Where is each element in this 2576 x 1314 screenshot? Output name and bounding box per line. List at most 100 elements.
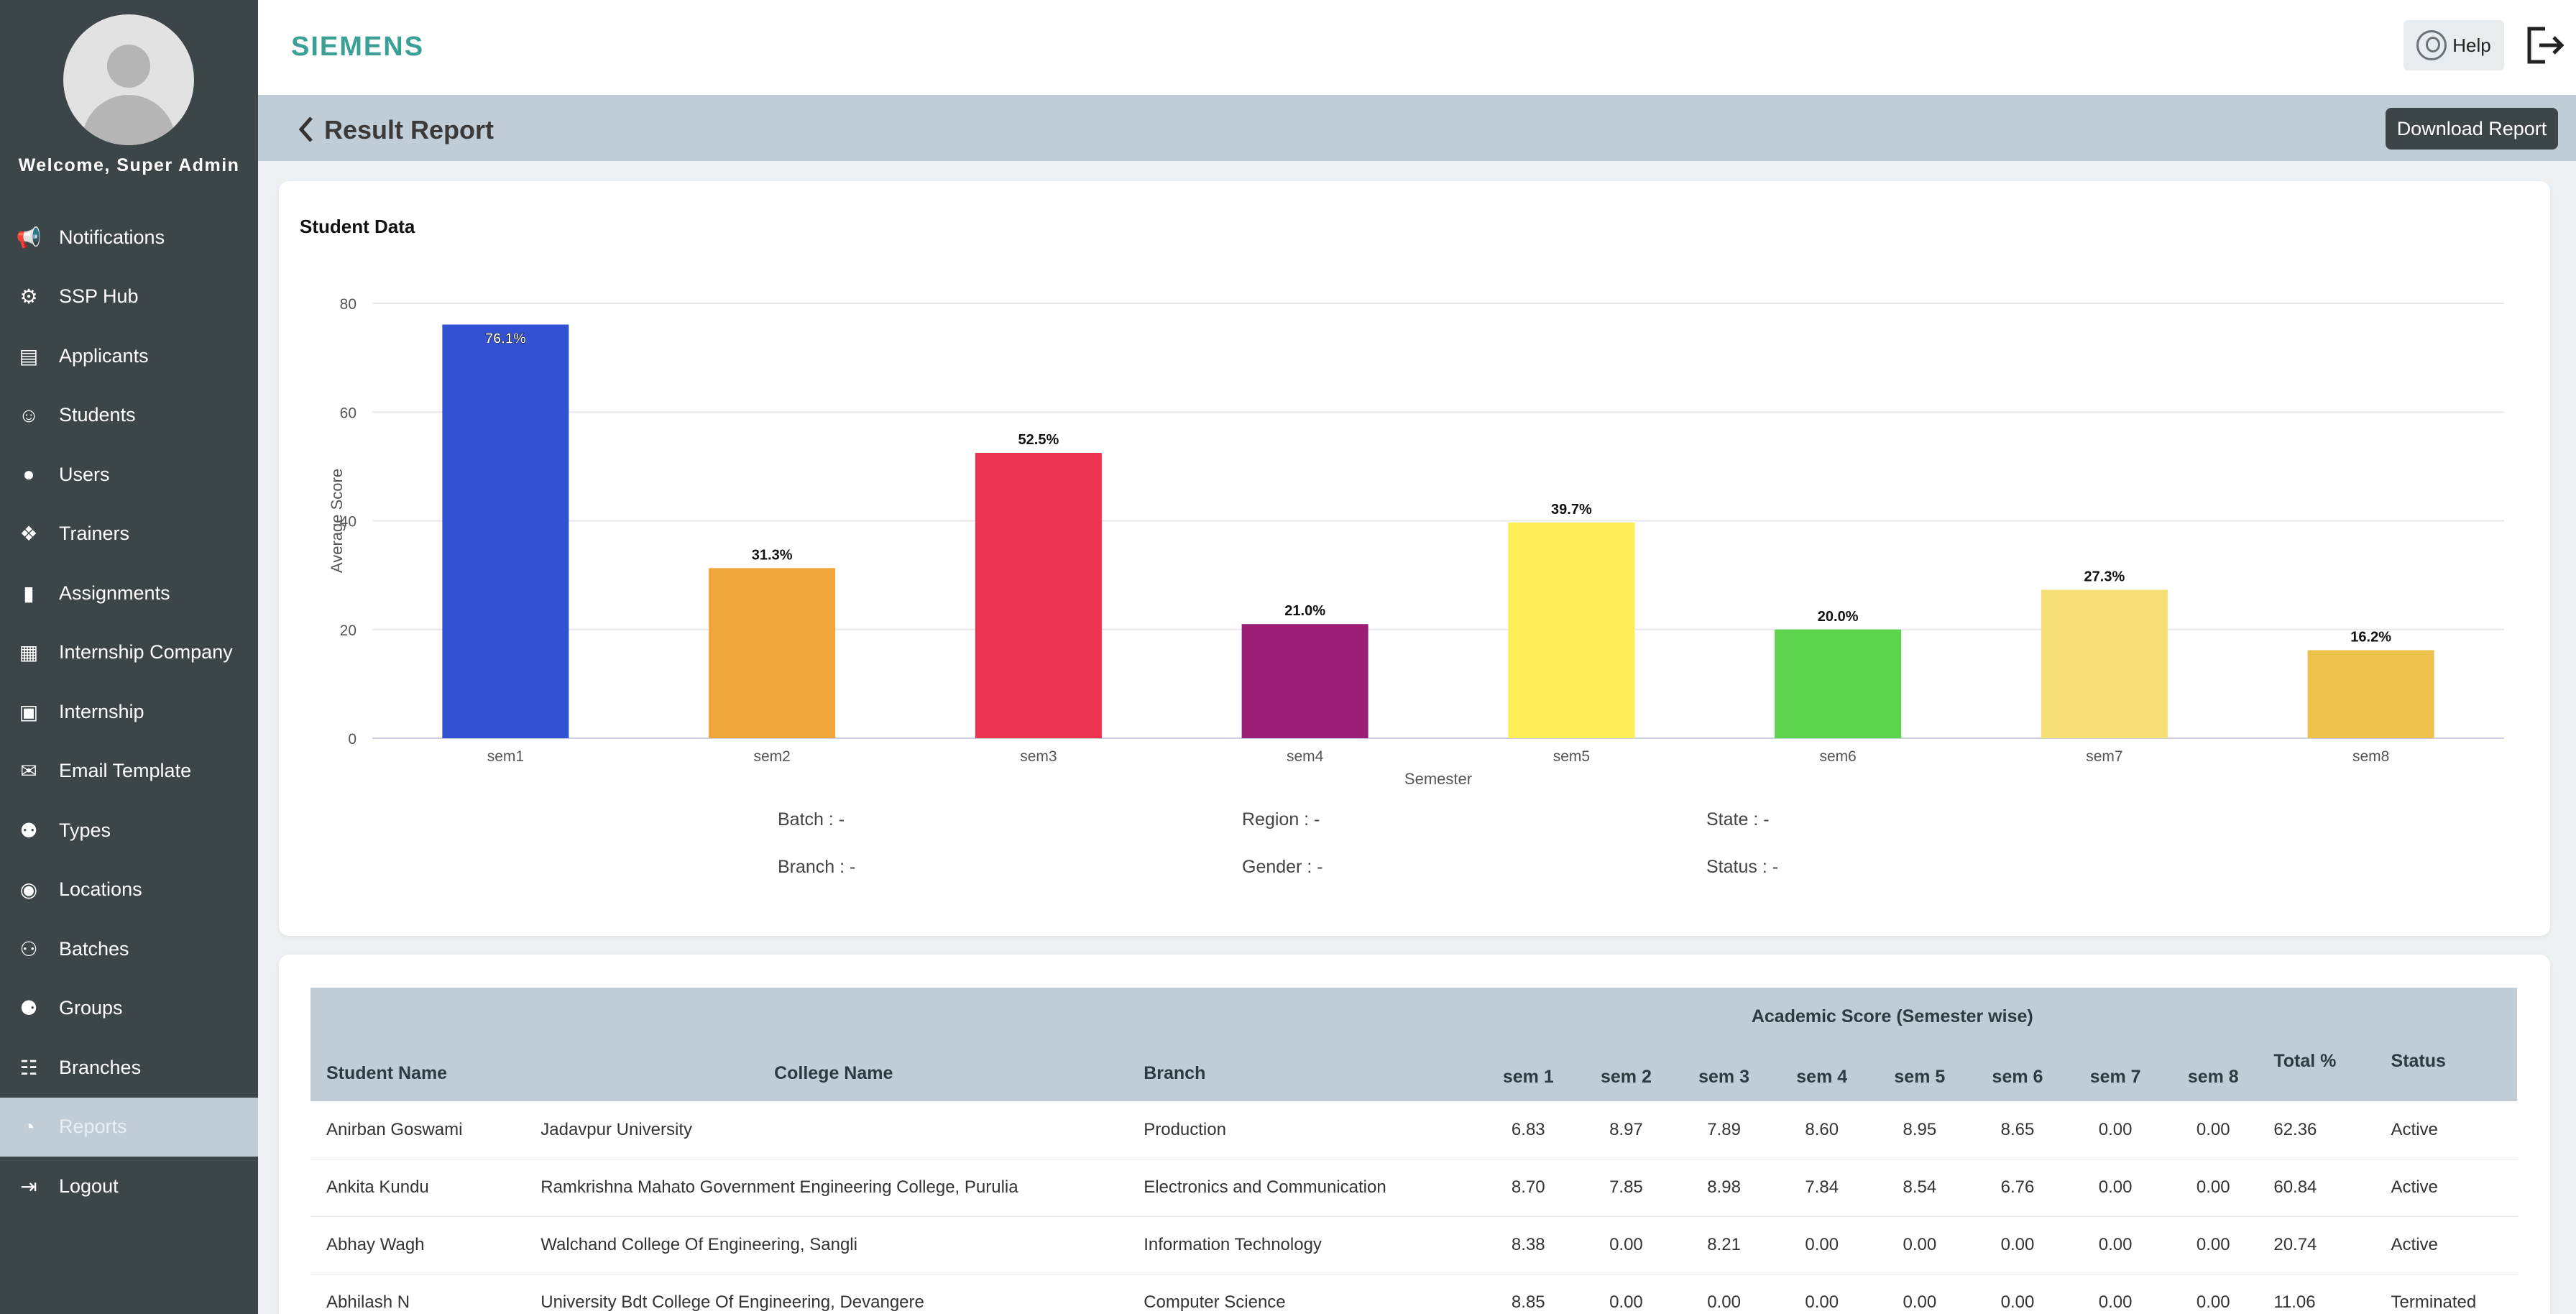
cell-student-name: Anirban Goswami bbox=[310, 1101, 524, 1159]
cell-sem-score: 0.00 bbox=[2164, 1159, 2263, 1217]
cell-sem-score: 7.85 bbox=[1577, 1159, 1675, 1217]
table-row[interactable]: Anirban Goswami Jadavpur University Produc… bbox=[310, 1101, 2517, 1159]
filter-region: Region : - bbox=[1242, 809, 1320, 830]
table-row[interactable]: Ankita Kundu Ramkrishna Mahato Government… bbox=[310, 1159, 2517, 1217]
sidebar-item-types[interactable]: ⚉ Types bbox=[0, 801, 258, 860]
sidebar: Welcome, Super Admin 📢 Notifications ⚙ SSP … bbox=[0, 0, 258, 1314]
sidebar-item-logout[interactable]: ⇥ Logout bbox=[0, 1157, 258, 1216]
sidebar-item-label: Types bbox=[59, 819, 111, 841]
col-header-sem[interactable]: sem 4 bbox=[1772, 1045, 1871, 1101]
bar-sem3 bbox=[975, 452, 1102, 738]
logout-icon[interactable] bbox=[2524, 24, 2565, 66]
col-header-college-name[interactable]: College Name bbox=[523, 1045, 1144, 1101]
y-axis-label: Average Score bbox=[328, 469, 346, 573]
sidebar-item-label: Locations bbox=[59, 878, 142, 901]
col-header-sem[interactable]: sem 8 bbox=[2164, 1045, 2263, 1101]
bar-sem8 bbox=[2307, 650, 2434, 738]
help-button[interactable]: Help bbox=[2404, 20, 2504, 70]
filter-gender: Gender : - bbox=[1242, 857, 1323, 877]
group-header: Academic Score (Semester wise) bbox=[1479, 988, 2263, 1045]
y-tick-label: 0 bbox=[348, 731, 356, 748]
cell-branch: Computer Science bbox=[1144, 1274, 1480, 1314]
table-card: Academic Score (Semester wise) Student N… bbox=[279, 955, 2550, 1314]
col-header-sem[interactable]: sem 2 bbox=[1577, 1045, 1675, 1101]
cell-sem-score: 6.76 bbox=[1968, 1159, 2067, 1217]
y-tick-label: 40 bbox=[340, 514, 356, 530]
sidebar-item-trainers[interactable]: ❖ Trainers bbox=[0, 505, 258, 564]
data-label: 21.0% bbox=[1284, 603, 1325, 619]
sidebar-item-groups[interactable]: ⚈ Groups bbox=[0, 979, 258, 1039]
cell-sem-score: 0.00 bbox=[1870, 1216, 1969, 1274]
sidebar-item-applicants[interactable]: ▤ Applicants bbox=[0, 326, 258, 386]
bar-sem6 bbox=[1775, 629, 1902, 738]
cell-total: 11.06 bbox=[2262, 1274, 2375, 1314]
sidebar-item-notifications[interactable]: 📢 Notifications bbox=[0, 208, 258, 267]
cell-branch: Electronics and Communication bbox=[1144, 1159, 1480, 1217]
download-report-button[interactable]: Download Report bbox=[2386, 108, 2558, 150]
col-header-sem[interactable]: sem 6 bbox=[1968, 1045, 2067, 1101]
col-header-status[interactable]: Status bbox=[2375, 1045, 2517, 1101]
x-tick-label: sem1 bbox=[487, 748, 524, 765]
col-header-sem[interactable]: sem 1 bbox=[1479, 1045, 1578, 1101]
sidebar-item-label: Assignments bbox=[59, 582, 170, 604]
table-row[interactable]: Abhilash N University Bdt College Of Engi… bbox=[310, 1274, 2517, 1314]
x-axis-label: Semester bbox=[1404, 770, 1472, 788]
sidebar-item-reports[interactable]: ◔ Reports bbox=[0, 1097, 258, 1157]
col-header-sem[interactable]: sem 5 bbox=[1870, 1045, 1969, 1101]
sidebar-item-students[interactable]: ☺ Students bbox=[0, 386, 258, 446]
data-label: 20.0% bbox=[1818, 609, 1859, 625]
cell-status: Active bbox=[2375, 1159, 2517, 1217]
sidebar-nav: 📢 Notifications ⚙ SSP Hub ▤ Applicants ☺ Studen… bbox=[0, 208, 258, 1216]
bar-sem4 bbox=[1241, 624, 1368, 738]
x-tick-label: sem8 bbox=[2352, 748, 2389, 765]
data-label: 39.7% bbox=[1551, 502, 1592, 518]
cell-sem-score: 0.00 bbox=[1577, 1216, 1675, 1274]
cell-college-name: Walchand College Of Engineering, Sangli bbox=[523, 1216, 1144, 1274]
col-header-sem[interactable]: sem 3 bbox=[1675, 1045, 1773, 1101]
top-bar: SIEMENS Help bbox=[258, 0, 2576, 95]
back-arrow-icon[interactable] bbox=[295, 114, 317, 145]
sidebar-item-internship[interactable]: ▣ Internship bbox=[0, 682, 258, 742]
col-header-sem[interactable]: sem 7 bbox=[2066, 1045, 2165, 1101]
x-tick-label: sem3 bbox=[1020, 748, 1057, 765]
hub-icon: ⚙ bbox=[19, 285, 38, 308]
sidebar-item-users[interactable]: ● Users bbox=[0, 445, 258, 505]
data-label: 76.1% bbox=[485, 331, 526, 346]
results-table: Academic Score (Semester wise) Student N… bbox=[310, 988, 2517, 1314]
sidebar-item-ssp-hub[interactable]: ⚙ SSP Hub bbox=[0, 267, 258, 327]
title-bar: Result Report Download Report bbox=[258, 95, 2576, 161]
avatar bbox=[63, 14, 194, 145]
cell-total: 20.74 bbox=[2262, 1216, 2375, 1274]
sidebar-item-internship-company[interactable]: ▦ Internship Company bbox=[0, 623, 258, 683]
cell-sem-score: 0.00 bbox=[1675, 1274, 1773, 1314]
cell-branch: Information Technology bbox=[1144, 1216, 1480, 1274]
sidebar-item-label: Logout bbox=[59, 1175, 119, 1197]
col-header-student-name[interactable]: Student Name bbox=[310, 1045, 524, 1101]
pie-chart-icon: ◔ bbox=[22, 1115, 35, 1138]
x-tick-label: sem5 bbox=[1553, 748, 1590, 765]
cell-total: 60.84 bbox=[2262, 1159, 2375, 1217]
sidebar-item-branches[interactable]: ☷ Branches bbox=[0, 1038, 258, 1098]
cell-sem-score: 7.89 bbox=[1675, 1101, 1773, 1159]
sidebar-item-batches[interactable]: ⚇ Batches bbox=[0, 919, 258, 979]
sidebar-item-locations[interactable]: ◉ Locations bbox=[0, 860, 258, 920]
sidebar-item-email-template[interactable]: ✉ Email Template bbox=[0, 742, 258, 801]
cell-college-name: University Bdt College Of Engineering, D… bbox=[523, 1274, 1144, 1314]
x-tick-label: sem6 bbox=[1819, 748, 1856, 765]
x-tick-label: sem2 bbox=[753, 748, 790, 765]
x-tick-label: sem7 bbox=[2086, 748, 2122, 765]
col-header-total[interactable]: Total % bbox=[2262, 1045, 2375, 1101]
cell-sem-score: 0.00 bbox=[1577, 1274, 1675, 1314]
applicants-icon: ▤ bbox=[19, 344, 39, 367]
cell-student-name: Abhay Wagh bbox=[310, 1216, 524, 1274]
cell-sem-score: 8.98 bbox=[1675, 1159, 1773, 1217]
data-label: 27.3% bbox=[2084, 569, 2125, 585]
table-row[interactable]: Abhay Wagh Walchand College Of Engineerin… bbox=[310, 1216, 2517, 1274]
bar-sem2 bbox=[709, 568, 836, 738]
y-tick-label: 80 bbox=[340, 296, 356, 313]
welcome-text: Welcome, Super Admin bbox=[18, 155, 240, 175]
cell-sem-score: 0.00 bbox=[2164, 1101, 2263, 1159]
sidebar-item-assignments[interactable]: ▮ Assignments bbox=[0, 564, 258, 623]
col-header-branch[interactable]: Branch bbox=[1144, 1045, 1480, 1101]
megaphone-icon: 📢 bbox=[16, 226, 42, 249]
